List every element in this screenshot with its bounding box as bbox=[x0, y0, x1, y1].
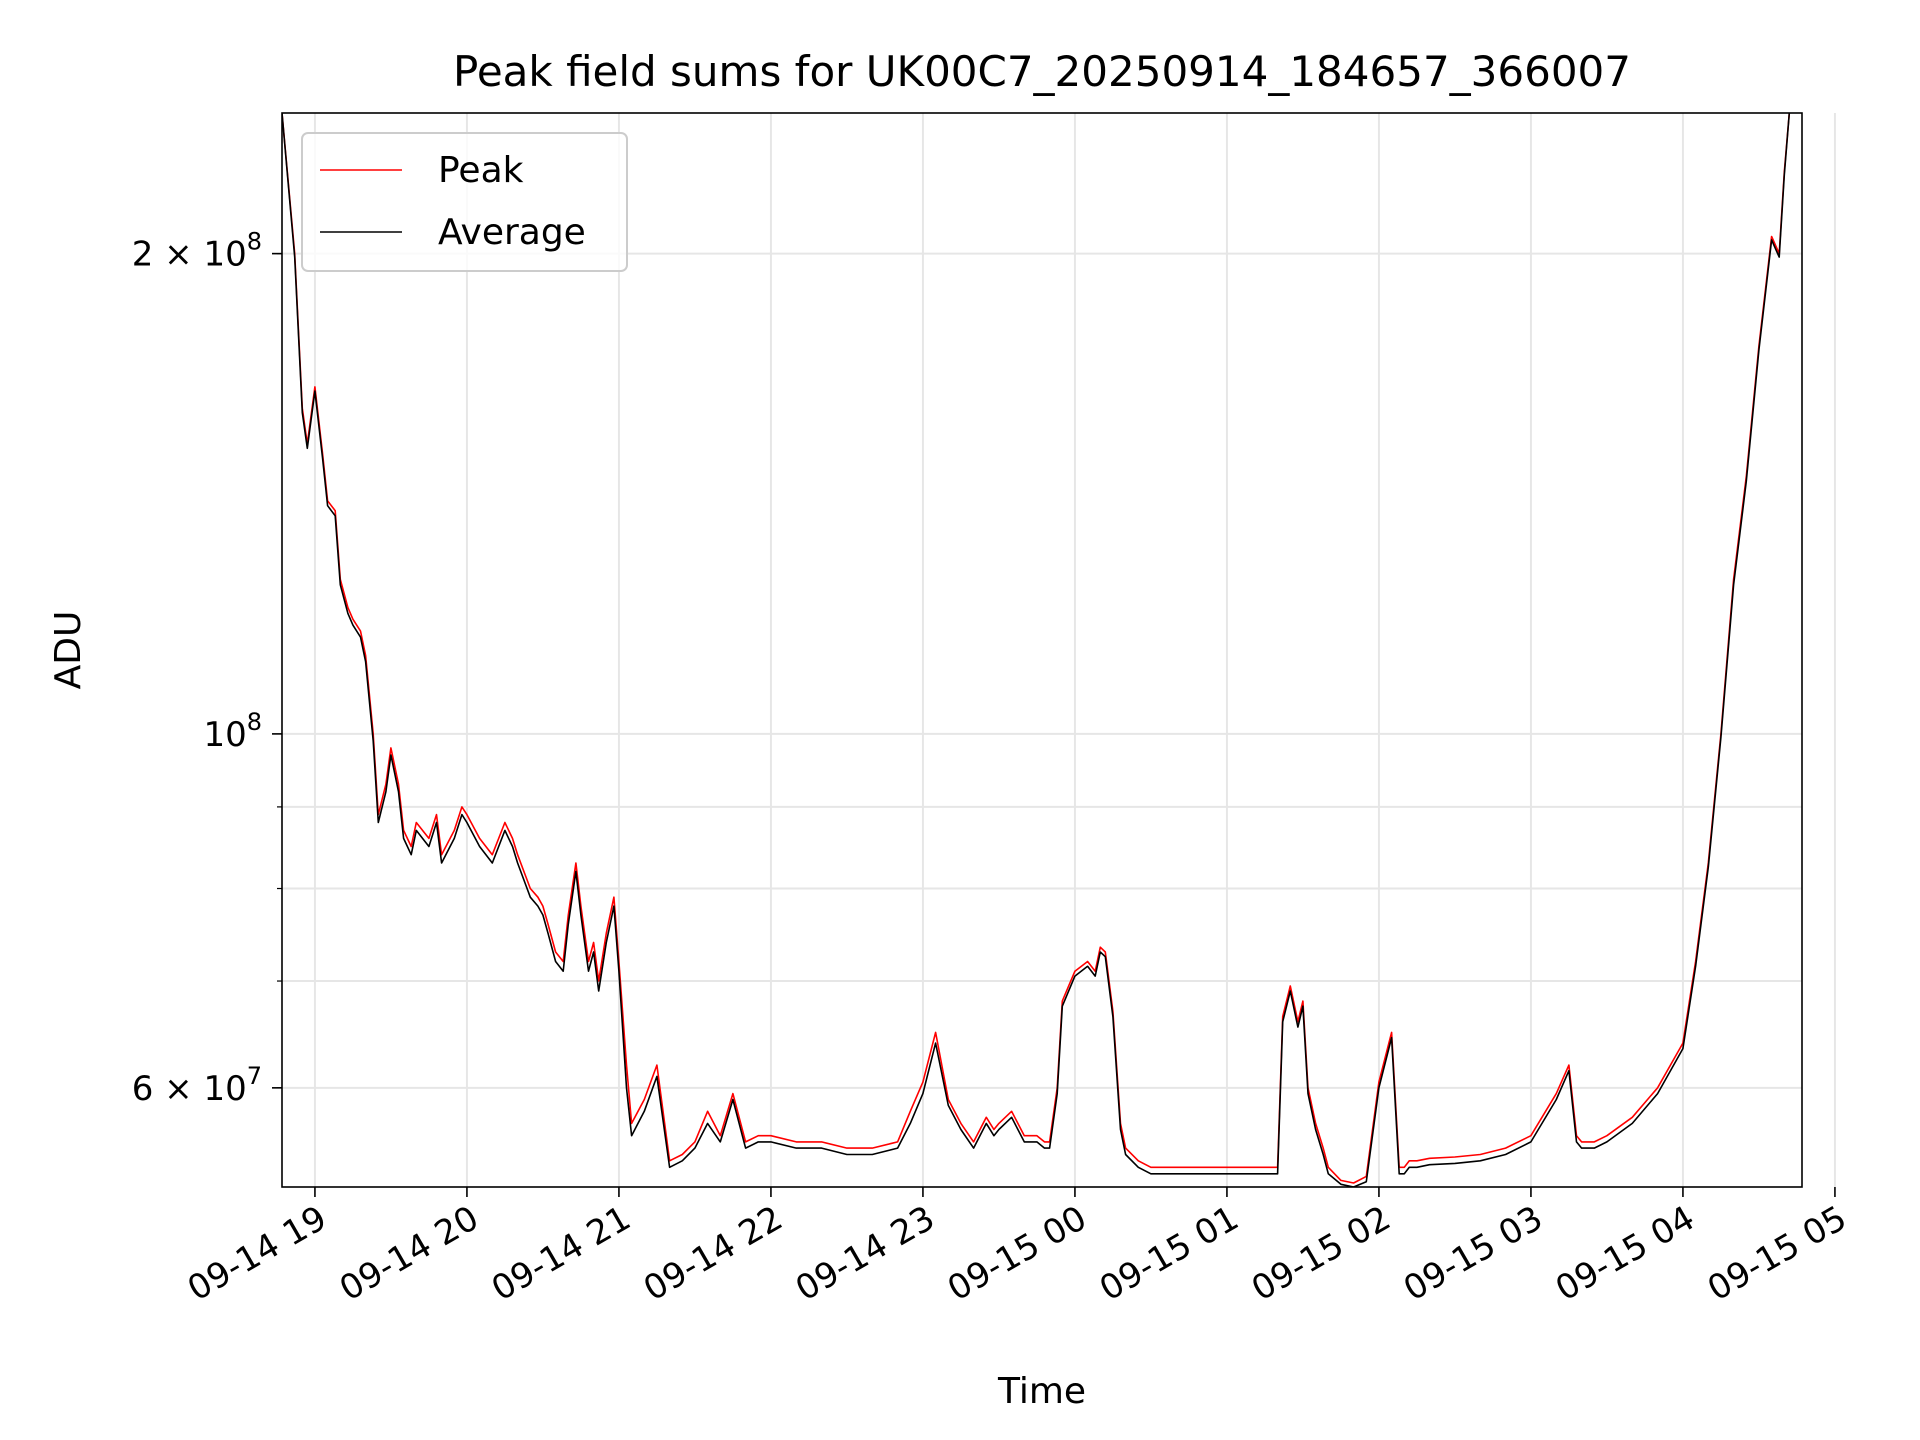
chart-title: Peak field sums for UK00C7_20250914_1846… bbox=[453, 47, 1631, 96]
y-axis-label: ADU bbox=[48, 611, 89, 690]
y-axis: 6 × 107 108 2 × 108 bbox=[132, 228, 282, 1109]
x-axis-label: Time bbox=[997, 1371, 1086, 1412]
legend-box bbox=[301, 132, 628, 272]
y-tick-label: 2 × 108 bbox=[132, 228, 262, 275]
y-tick-label: 6 × 107 bbox=[132, 1062, 262, 1109]
legend: Peak Average bbox=[301, 132, 628, 272]
plot-frame bbox=[281, 112, 1803, 1188]
series-line-average bbox=[282, 113, 1791, 1187]
grid-lines bbox=[282, 113, 1836, 1187]
minor-grid-lines bbox=[282, 252, 1802, 1089]
series-layer bbox=[282, 113, 1791, 1187]
legend-label-peak: Peak bbox=[438, 150, 524, 191]
y-tick-label: 108 bbox=[203, 708, 262, 755]
legend-label-average: Average bbox=[438, 212, 586, 253]
series-line-peak bbox=[282, 113, 1791, 1184]
